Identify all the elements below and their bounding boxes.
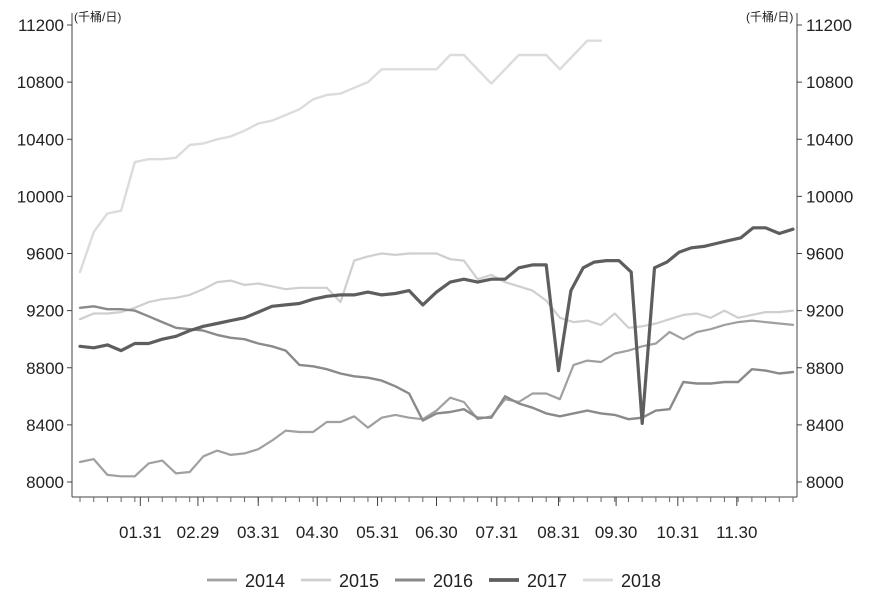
y-tick-label-left: 10400 (17, 130, 64, 149)
y-tick-label-right: 10800 (806, 73, 853, 92)
y-axis-right: 8000 8400 8800 9200 9600 10000 10400 10800 11200 (797, 16, 853, 492)
y-tick-label-right: 8000 (806, 473, 844, 492)
x-tick-label: 06.30 (415, 523, 458, 542)
x-tick-label: 10.31 (657, 523, 700, 542)
series-line-2016 (78, 305, 795, 422)
y-axis-left: 8000 8400 8800 9200 9600 10000 10400 10800 11200 (17, 16, 72, 492)
y-tick-label-right: 11200 (806, 16, 852, 35)
y-tick-label-right: 9600 (806, 245, 844, 264)
y-tick-label-left: 9600 (26, 245, 64, 264)
x-axis: 01.31 02.29 03.31 04.30 05.31 06.30 07.31 08.31… (79, 497, 794, 542)
x-tick-label: 11.30 (716, 523, 757, 542)
legend: 2014 2015 2016 2017 2018 (207, 571, 661, 591)
y-tick-label-left: 8800 (26, 359, 64, 378)
x-tick-label: 05.31 (356, 523, 399, 542)
series-line-2014 (78, 319, 795, 478)
y-tick-label-left: 8000 (26, 473, 64, 492)
x-tick-label: 07.31 (476, 523, 519, 542)
unit-label-left: (千桶/日) (74, 9, 121, 24)
y-tick-label-right: 10400 (806, 130, 853, 149)
legend-label-2018: 2018 (621, 571, 661, 591)
y-tick-label-right: 8400 (806, 416, 844, 435)
series-line-2015 (78, 252, 795, 329)
series-line-2017 (78, 226, 795, 425)
x-tick-label: 01.31 (119, 523, 162, 542)
legend-label-2017: 2017 (527, 571, 567, 591)
x-tick-label: 08.31 (537, 523, 580, 542)
x-tick-label: 04.30 (296, 523, 339, 542)
x-tick-label: 09.30 (595, 523, 638, 542)
legend-label-2016: 2016 (433, 571, 473, 591)
y-tick-label-right: 9200 (806, 302, 844, 321)
x-tick-label: 03.31 (237, 523, 280, 542)
legend-label-2014: 2014 (245, 571, 285, 591)
y-tick-label-left: 10800 (17, 73, 64, 92)
y-tick-label-left: 9200 (26, 302, 64, 321)
unit-label-right: (千桶/日) (746, 9, 793, 24)
axes (71, 13, 798, 498)
legend-label-2015: 2015 (339, 571, 379, 591)
y-tick-label-left: 10000 (17, 187, 64, 206)
y-tick-label-right: 8800 (806, 359, 844, 378)
y-tick-label-right: 10000 (806, 187, 853, 206)
x-tick-label: 02.29 (177, 523, 220, 542)
series-line-2018 (78, 39, 603, 274)
plot-area (78, 39, 795, 478)
y-tick-label-left: 8400 (26, 416, 64, 435)
y-tick-label-left: 11200 (18, 16, 64, 35)
